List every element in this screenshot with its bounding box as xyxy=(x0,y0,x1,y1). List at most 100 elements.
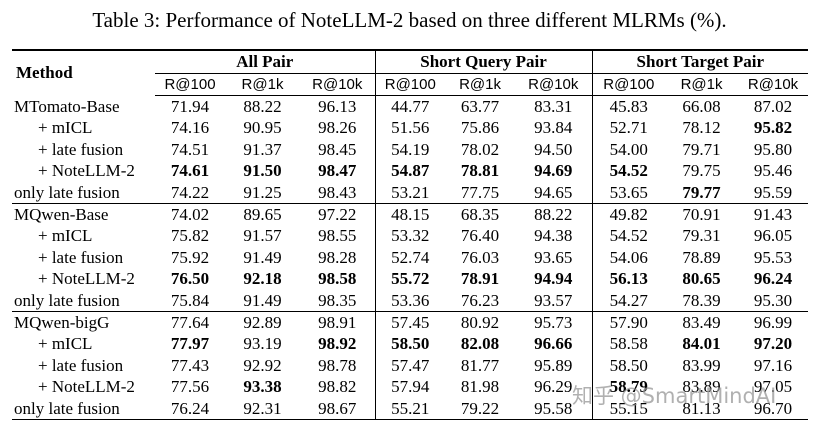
value-cell: 78.02 xyxy=(460,139,500,159)
value-text: 78.91 xyxy=(460,269,500,289)
value-cell: 53.32 xyxy=(374,225,446,248)
value-cell: 80.92 xyxy=(460,312,500,332)
value-cell: 77.75 xyxy=(445,181,516,205)
method-cell: + late fusion xyxy=(38,247,124,267)
value-cell: 98.28 xyxy=(318,247,357,267)
value-cell: 97.05 xyxy=(753,377,793,397)
value-cell: 98.35 xyxy=(300,289,376,313)
table-row: + NoteLLM-2 76.50 92.18 98.58 55.72 78.91 94.9… xyxy=(12,268,808,290)
value-cell: 82.08 xyxy=(445,334,515,355)
value-text: 94.69 xyxy=(534,161,573,181)
value-text: 55.72 xyxy=(391,269,430,289)
value-cell: 94.69 xyxy=(515,161,592,182)
value-cell: 91.37 xyxy=(243,139,282,159)
value-text: 76.50 xyxy=(170,269,210,289)
value-text: 54.87 xyxy=(391,161,430,181)
value-cell: 97.16 xyxy=(753,355,793,375)
method-cell: MQwen-Base xyxy=(14,205,109,225)
value-cell: 54.52 xyxy=(591,225,666,248)
value-cell: 74.16 xyxy=(170,118,210,138)
value-cell: 76.50 xyxy=(155,269,225,290)
value-cell: 54.52 xyxy=(591,160,666,182)
value-cell: 52.74 xyxy=(374,247,446,269)
value-cell: 79.71 xyxy=(682,139,721,159)
value-cell: 57.45 xyxy=(374,311,446,334)
value-cell: 77.97 xyxy=(155,334,225,355)
value-cell: 66.08 xyxy=(682,97,721,117)
value-cell: 97.22 xyxy=(318,205,357,225)
table-title: Table 3: Performance of NoteLLM-2 based … xyxy=(92,8,727,32)
value-cell: 49.82 xyxy=(591,203,666,226)
value-cell: 76.23 xyxy=(445,289,516,313)
column-header: R@1k xyxy=(665,73,739,97)
method-cell: + NoteLLM-2 xyxy=(38,161,135,181)
value-cell: 74.51 xyxy=(170,139,210,159)
value-cell: 98.58 xyxy=(300,269,375,290)
table-row: MQwen-Base 74.02 89.65 97.22 48.15 68.35 88.22… xyxy=(12,203,808,226)
value-cell: 98.55 xyxy=(318,226,357,246)
value-cell: 78.81 xyxy=(445,161,515,182)
table-row: only late fusion 74.22 91.25 98.43 53.21 77.7… xyxy=(12,181,809,205)
value-text: 95.82 xyxy=(753,118,793,138)
value-cell: 54.87 xyxy=(374,160,446,182)
value-text: 92.18 xyxy=(243,269,282,289)
value-cell: 98.91 xyxy=(318,312,357,332)
value-cell: 92.92 xyxy=(243,355,282,375)
value-cell: 53.36 xyxy=(374,289,446,313)
column-header: R@10k xyxy=(515,73,593,97)
value-cell: 96.29 xyxy=(534,377,573,397)
method-cell: only late fusion xyxy=(12,289,155,313)
value-cell: 78.91 xyxy=(445,269,515,290)
method-cell: MQwen-bigG xyxy=(14,312,110,332)
value-cell: 95.73 xyxy=(534,312,573,332)
value-cell: 95.82 xyxy=(738,118,808,139)
value-text: 94.94 xyxy=(534,269,573,289)
value-cell: 98.26 xyxy=(318,118,357,138)
table-row: + late fusion 77.43 92.92 98.78 57.47 81.77 95… xyxy=(12,355,808,377)
value-cell: 95.58 xyxy=(515,397,593,421)
value-cell: 75.92 xyxy=(170,247,210,267)
table-row: + late fusion 74.51 91.37 98.45 54.19 78.02 94… xyxy=(12,139,808,161)
value-cell: 87.02 xyxy=(753,97,793,117)
value-cell: 44.77 xyxy=(374,95,446,118)
table-row: + mICL 75.82 91.57 98.55 53.32 76.40 94.38 54.5… xyxy=(12,225,808,248)
group-header: Short Target Pair xyxy=(591,49,809,74)
value-cell: 88.22 xyxy=(243,97,282,117)
method-cell: only late fusion xyxy=(12,397,155,421)
header-row: R@100 R@1k R@10k R@100 R@1k R@10k R@100 R@1k R@1… xyxy=(12,73,809,97)
value-cell: 90.95 xyxy=(243,118,282,138)
value-cell: 95.53 xyxy=(753,247,793,267)
value-cell: 78.39 xyxy=(665,289,739,313)
value-text: 97.20 xyxy=(753,334,793,354)
value-cell: 95.59 xyxy=(738,181,809,205)
value-text: 58.79 xyxy=(609,377,648,397)
column-header: R@10k xyxy=(738,73,809,97)
value-cell: 93.84 xyxy=(534,118,573,138)
value-cell: 48.15 xyxy=(374,203,446,226)
value-cell: 95.46 xyxy=(753,161,793,181)
value-cell: 76.24 xyxy=(155,397,225,421)
value-cell: 93.65 xyxy=(534,247,573,267)
value-cell: 52.71 xyxy=(591,117,666,140)
table-row: + late fusion 75.92 91.49 98.28 52.74 76.03 93… xyxy=(12,247,808,269)
value-cell: 78.12 xyxy=(682,118,721,138)
value-cell: 91.49 xyxy=(225,289,300,313)
value-cell: 79.31 xyxy=(682,226,721,246)
value-cell: 75.82 xyxy=(170,226,210,246)
column-header: R@100 xyxy=(591,73,666,97)
value-cell: 89.65 xyxy=(243,205,282,225)
value-cell: 58.58 xyxy=(591,333,666,356)
method-cell: + mICL xyxy=(38,334,93,354)
method-cell: + NoteLLM-2 xyxy=(38,269,135,289)
value-cell: 81.77 xyxy=(460,355,500,375)
method-cell: + mICL xyxy=(38,118,93,138)
value-cell: 91.57 xyxy=(243,226,282,246)
group-header: All Pair xyxy=(155,49,376,74)
value-text: 78.81 xyxy=(460,161,500,181)
group-header: Short Query Pair xyxy=(374,49,593,74)
table-row: + mICL 77.97 93.19 98.92 58.50 82.08 96.66 58.5… xyxy=(12,333,808,356)
value-cell: 74.02 xyxy=(170,205,210,225)
value-cell: 63.77 xyxy=(460,97,500,117)
value-cell: 96.13 xyxy=(318,97,357,117)
value-cell: 77.56 xyxy=(170,377,210,397)
